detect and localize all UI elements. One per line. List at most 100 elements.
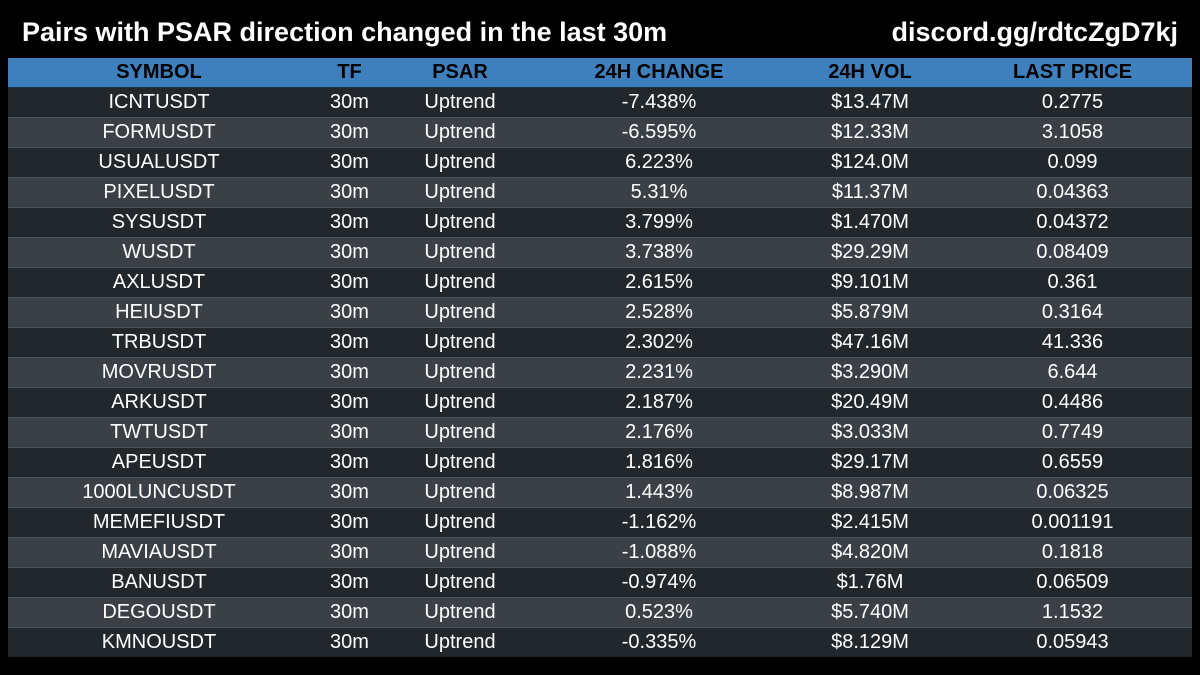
change-cell: 1.443% — [531, 477, 787, 508]
volume-cell: $29.29M — [787, 237, 953, 268]
symbol-cell: MEMEFIUSDT — [8, 507, 310, 538]
price-cell: 6.644 — [953, 357, 1192, 388]
volume-cell: $47.16M — [787, 327, 953, 358]
psar-cell: Uptrend — [389, 417, 531, 448]
volume-cell: $2.415M — [787, 507, 953, 538]
price-cell: 0.001191 — [953, 507, 1192, 538]
tf-cell: 30m — [310, 567, 389, 598]
tf-cell: 30m — [310, 117, 389, 148]
symbol-cell: TRBUSDT — [8, 327, 310, 358]
price-cell: 1.1532 — [953, 597, 1192, 628]
price-cell: 0.05943 — [953, 627, 1192, 657]
column-header-tf: TF — [310, 58, 389, 88]
symbol-cell: HEIUSDT — [8, 297, 310, 328]
psar-cell: Uptrend — [389, 267, 531, 298]
volume-cell: $20.49M — [787, 387, 953, 418]
symbol-cell: MOVRUSDT — [8, 357, 310, 388]
table-row: APEUSDT 30m Uptrend 1.816% $29.17M 0.6559 — [8, 447, 1192, 478]
tf-cell: 30m — [310, 597, 389, 628]
price-cell: 3.1058 — [953, 117, 1192, 148]
volume-cell: $4.820M — [787, 537, 953, 568]
table-header: SYMBOL TF PSAR 24H CHANGE 24H VOL LAST P… — [8, 58, 1192, 88]
table-row: TWTUSDT 30m Uptrend 2.176% $3.033M 0.7749 — [8, 417, 1192, 448]
price-cell: 0.04372 — [953, 207, 1192, 238]
price-cell: 0.3164 — [953, 297, 1192, 328]
tf-cell: 30m — [310, 87, 389, 118]
volume-cell: $124.0M — [787, 147, 953, 178]
price-cell: 0.06509 — [953, 567, 1192, 598]
symbol-cell: MAVIAUSDT — [8, 537, 310, 568]
symbol-cell: SYSUSDT — [8, 207, 310, 238]
table-row: TRBUSDT 30m Uptrend 2.302% $47.16M 41.336 — [8, 327, 1192, 358]
volume-cell: $11.37M — [787, 177, 953, 208]
price-cell: 0.04363 — [953, 177, 1192, 208]
column-header-24h-change: 24H CHANGE — [531, 58, 787, 88]
symbol-cell: PIXELUSDT — [8, 177, 310, 208]
volume-cell: $5.879M — [787, 297, 953, 328]
column-header-24h-vol: 24H VOL — [787, 58, 953, 88]
symbol-cell: WUSDT — [8, 237, 310, 268]
psar-cell: Uptrend — [389, 207, 531, 238]
symbol-cell: DEGOUSDT — [8, 597, 310, 628]
volume-cell: $12.33M — [787, 117, 953, 148]
tf-cell: 30m — [310, 417, 389, 448]
symbol-cell: ARKUSDT — [8, 387, 310, 418]
table-row: SYSUSDT 30m Uptrend 3.799% $1.470M 0.04372 — [8, 207, 1192, 238]
change-cell: -1.088% — [531, 537, 787, 568]
price-cell: 0.7749 — [953, 417, 1192, 448]
psar-cell: Uptrend — [389, 177, 531, 208]
change-cell: 2.615% — [531, 267, 787, 298]
tf-cell: 30m — [310, 297, 389, 328]
tf-cell: 30m — [310, 477, 389, 508]
psar-cell: Uptrend — [389, 597, 531, 628]
tf-cell: 30m — [310, 327, 389, 358]
tf-cell: 30m — [310, 447, 389, 478]
price-cell: 0.361 — [953, 267, 1192, 298]
table-row: DEGOUSDT 30m Uptrend 0.523% $5.740M 1.1532 — [8, 597, 1192, 628]
symbol-cell: 1000LUNCUSDT — [8, 477, 310, 508]
price-cell: 0.2775 — [953, 87, 1192, 118]
table-row: MEMEFIUSDT 30m Uptrend -1.162% $2.415M 0.0011… — [8, 507, 1192, 538]
change-cell: -0.335% — [531, 627, 787, 657]
volume-cell: $3.290M — [787, 357, 953, 388]
volume-cell: $8.129M — [787, 627, 953, 657]
column-header-last-price: LAST PRICE — [953, 58, 1192, 88]
change-cell: 2.302% — [531, 327, 787, 358]
volume-cell: $5.740M — [787, 597, 953, 628]
change-cell: 1.816% — [531, 447, 787, 478]
symbol-cell: FORMUSDT — [8, 117, 310, 148]
table-row: HEIUSDT 30m Uptrend 2.528% $5.879M 0.3164 — [8, 297, 1192, 328]
tf-cell: 30m — [310, 177, 389, 208]
volume-cell: $1.470M — [787, 207, 953, 238]
price-cell: 0.4486 — [953, 387, 1192, 418]
psar-cell: Uptrend — [389, 387, 531, 418]
table-row: PIXELUSDT 30m Uptrend 5.31% $11.37M 0.04363 — [8, 177, 1192, 208]
psar-cell: Uptrend — [389, 447, 531, 478]
symbol-cell: BANUSDT — [8, 567, 310, 598]
table-body: ICNTUSDT 30m Uptrend -7.438% $13.47M 0.2775 FO… — [8, 87, 1192, 657]
change-cell: 0.523% — [531, 597, 787, 628]
table-row: AXLUSDT 30m Uptrend 2.615% $9.101M 0.361 — [8, 267, 1192, 298]
psar-cell: Uptrend — [389, 567, 531, 598]
tf-cell: 30m — [310, 237, 389, 268]
pairs-table: SYMBOL TF PSAR 24H CHANGE 24H VOL LAST P… — [8, 58, 1192, 657]
column-header-psar: PSAR — [389, 58, 531, 88]
table-row: KMNOUSDT 30m Uptrend -0.335% $8.129M 0.05943 — [8, 627, 1192, 657]
tf-cell: 30m — [310, 507, 389, 538]
psar-cell: Uptrend — [389, 147, 531, 178]
psar-cell: Uptrend — [389, 237, 531, 268]
psar-cell: Uptrend — [389, 327, 531, 358]
psar-cell: Uptrend — [389, 87, 531, 118]
tf-cell: 30m — [310, 537, 389, 568]
table-row: WUSDT 30m Uptrend 3.738% $29.29M 0.08409 — [8, 237, 1192, 268]
tf-cell: 30m — [310, 387, 389, 418]
table-row: USUALUSDT 30m Uptrend 6.223% $124.0M 0.099 — [8, 147, 1192, 178]
psar-cell: Uptrend — [389, 357, 531, 388]
tf-cell: 30m — [310, 357, 389, 388]
change-cell: 2.231% — [531, 357, 787, 388]
symbol-cell: APEUSDT — [8, 447, 310, 478]
symbol-cell: ICNTUSDT — [8, 87, 310, 118]
change-cell: -0.974% — [531, 567, 787, 598]
price-cell: 0.099 — [953, 147, 1192, 178]
